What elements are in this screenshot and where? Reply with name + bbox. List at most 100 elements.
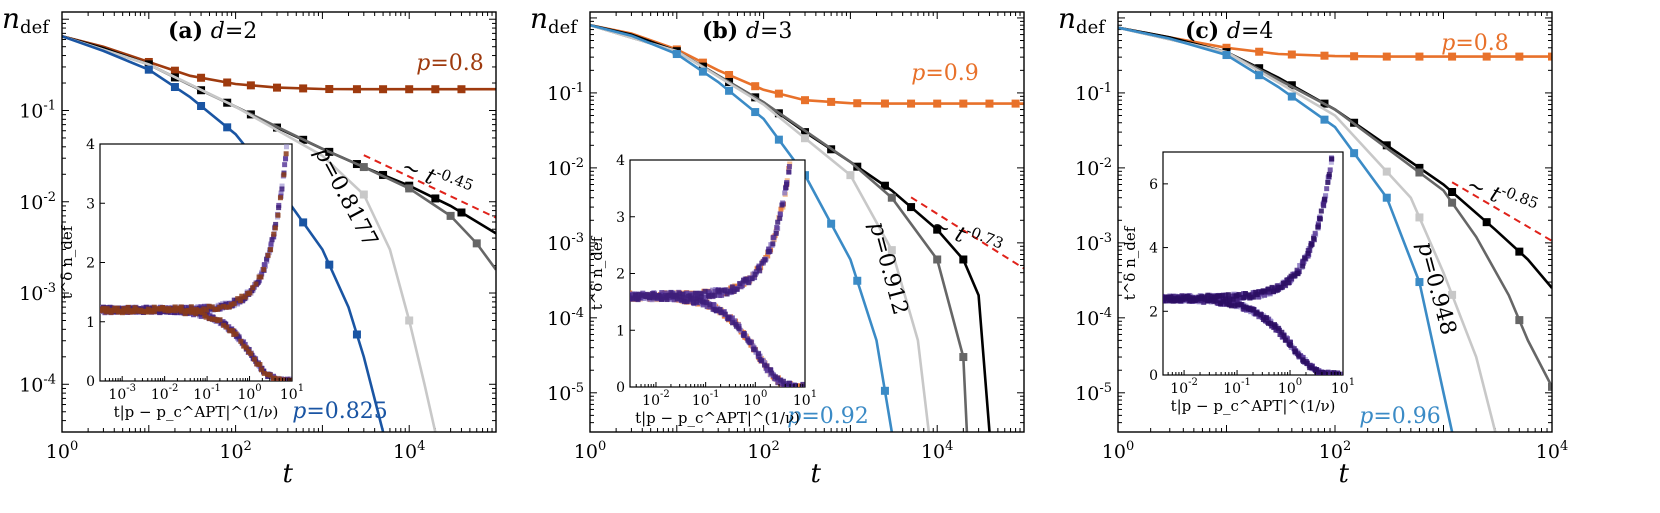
inset-point: [243, 345, 249, 351]
series-line-5: [1118, 26, 1454, 432]
inset-point: [680, 291, 686, 297]
series-marker: [827, 97, 836, 106]
inset-point: [741, 330, 747, 336]
inset-point: [704, 304, 710, 310]
inset-point: [1262, 292, 1268, 298]
x-tick-label: 102: [1319, 439, 1351, 463]
inset-point: [124, 307, 130, 313]
inset-points: [100, 144, 292, 381]
inset-point: [671, 297, 677, 303]
inset-point: [247, 290, 253, 296]
power-law-fit-line: [910, 196, 1024, 270]
series-marker: [801, 96, 810, 105]
inset-point: [230, 328, 236, 334]
inset-point: [650, 295, 656, 301]
inset-point: [1284, 277, 1290, 283]
inset-point: [223, 304, 229, 310]
series-marker: [1548, 382, 1552, 391]
inset-point: [790, 383, 796, 387]
inset-point: [261, 370, 267, 376]
series-marker: [1448, 290, 1457, 299]
x-axis-label: t: [810, 459, 821, 489]
inset-point: [201, 306, 207, 312]
inset-point: [664, 297, 670, 303]
series-marker: [1011, 99, 1020, 108]
inset-point: [1175, 295, 1181, 301]
inset-point: [775, 375, 781, 381]
inset-point: [1168, 294, 1174, 300]
y-tick-label: 10-4: [19, 372, 56, 396]
series-marker: [1255, 71, 1264, 80]
x-tick-label: 100: [46, 439, 78, 463]
inset-point: [1286, 280, 1292, 286]
inset-point: [719, 292, 725, 298]
inset-point: [1315, 224, 1321, 230]
y-tick-label: 10-2: [19, 190, 56, 214]
inset-point: [128, 307, 134, 313]
inset-frame: [99, 143, 293, 382]
inset-point: [710, 301, 716, 307]
y-tick-label: 10-4: [1075, 306, 1112, 330]
inset-point: [265, 252, 271, 258]
power-law-fit-line: [1451, 181, 1552, 242]
series-marker: [223, 78, 232, 87]
series-marker: [446, 211, 455, 220]
inset-point: [281, 172, 287, 178]
series-marker: [846, 171, 855, 180]
inset-point: [1326, 171, 1332, 177]
inset-point: [266, 250, 272, 256]
inset-point: [656, 293, 662, 299]
inset-point: [752, 347, 758, 353]
series-marker: [880, 181, 889, 190]
inset-point: [1282, 337, 1288, 343]
inset-point: [1258, 312, 1264, 318]
inset-point: [166, 306, 172, 312]
inset-point: [193, 311, 199, 317]
inset-point: [712, 293, 718, 299]
inset-point: [733, 323, 739, 329]
inset-point: [707, 302, 713, 308]
series-marker: [907, 99, 916, 108]
inset-point: [253, 281, 259, 287]
inset-point: [116, 308, 122, 314]
inset-point: [1321, 202, 1327, 208]
inset-point: [276, 205, 282, 211]
series-marker: [1515, 316, 1524, 325]
inset-point: [281, 377, 287, 381]
inset-point: [268, 247, 274, 253]
inset-y-tick-label: 1: [616, 323, 625, 339]
inset-x-tick-label: 10-2: [642, 389, 670, 409]
inset-point: [248, 351, 254, 357]
inset-y-tick-label: 4: [1149, 241, 1158, 257]
inset-point: [186, 305, 192, 311]
series-marker: [299, 218, 308, 227]
series-marker: [1382, 141, 1391, 150]
inset-y-tick-label: 2: [1149, 304, 1158, 320]
inset-point: [1242, 291, 1248, 297]
inset-point: [1328, 159, 1334, 165]
inset-point: [214, 318, 220, 324]
inset-point: [1260, 316, 1266, 322]
inset-point: [1247, 295, 1253, 301]
plot-frame: [61, 11, 497, 433]
y-tick-label: 10-4: [547, 306, 584, 330]
series-marker: [933, 255, 942, 264]
series-marker: [1482, 52, 1491, 61]
inset-point: [743, 276, 749, 282]
series-marker: [1350, 149, 1359, 158]
inset-point: [1236, 292, 1242, 298]
inset-point: [730, 320, 736, 326]
inset-point: [1163, 296, 1167, 302]
series-marker: [880, 99, 889, 108]
series-marker: [1320, 51, 1329, 60]
inset-point: [712, 289, 718, 295]
inset-point: [778, 377, 784, 383]
inset-point: [1270, 288, 1276, 294]
inset-point: [781, 382, 787, 387]
inset-point: [1246, 292, 1252, 298]
series-marker: [959, 99, 968, 108]
inset-y-axis-label: t^δ n_def: [588, 235, 606, 310]
series-marker: [352, 330, 361, 339]
series-marker: [359, 190, 368, 199]
